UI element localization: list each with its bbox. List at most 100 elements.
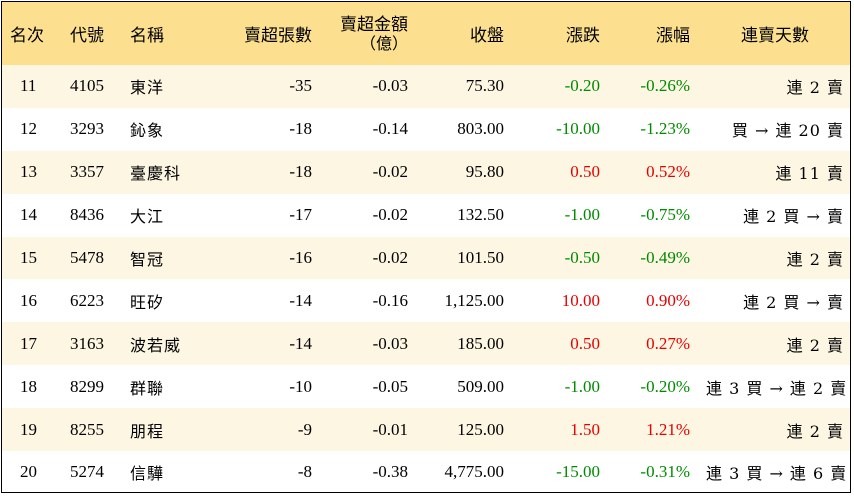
cell-net-lots: -35: [289, 76, 312, 96]
cell-code: 6223: [70, 290, 104, 310]
cell-pct: -0.26%: [640, 76, 690, 96]
cell-net-lots: -14: [289, 333, 312, 353]
cell-net-amount: -0.02: [372, 205, 408, 225]
cell-pct: -0.75%: [640, 205, 690, 225]
cell-pct: 0.90%: [646, 290, 690, 310]
table-row: 14 8436 大江 -17 -0.02 132.50 -1.00 -0.75% 連 2 買 →…: [2, 193, 850, 237]
table-body: 11 4105 東洋 -35 -0.03 75.30 -0.20 -0.26% 連 2 賣 12 3…: [2, 65, 850, 492]
cell-close: 1,125.00: [444, 290, 505, 310]
cell-name: 智冠: [130, 250, 165, 269]
cell-change: -0.20: [564, 76, 600, 96]
table-row: 11 4105 東洋 -35 -0.03 75.30 -0.20 -0.26% 連 2 賣: [2, 65, 850, 108]
cell-change: 1.50: [570, 419, 600, 439]
cell-code: 3293: [70, 119, 104, 139]
header-name: 名稱: [130, 26, 164, 46]
header-net-lots: 賣超張數: [244, 26, 312, 46]
cell-close: 803.00: [457, 119, 504, 139]
cell-rank: 20: [20, 462, 37, 482]
cell-change: 0.50: [570, 162, 600, 182]
cell-rank: 11: [20, 76, 37, 96]
cell-pct: -1.23%: [640, 119, 690, 139]
cell-name: 鈊象: [130, 121, 165, 141]
cell-rank: 17: [20, 333, 37, 353]
cell-name: 朋程: [130, 421, 165, 441]
cell-net-amount: -0.38: [372, 462, 408, 482]
cell-code: 3357: [70, 162, 104, 182]
header-net-amount-unit: （億）: [359, 33, 408, 53]
cell-pct: 1.21%: [646, 419, 690, 439]
cell-streak: 連 2 買 → 賣: [743, 207, 844, 227]
cell-streak: 連 11 賣: [775, 164, 844, 184]
cell-rank: 19: [20, 419, 37, 439]
cell-code: 8255: [70, 419, 104, 439]
table-row: 16 6223 旺矽 -14 -0.16 1,125.00 10.00 0.90% 連 2 買 …: [2, 279, 850, 323]
cell-name: 波若威: [130, 335, 182, 355]
cell-change: -1.00: [564, 205, 600, 225]
table-row: 17 3163 波若威 -14 -0.03 185.00 0.50 0.27% 連 2 賣: [2, 322, 850, 366]
cell-change: -0.50: [564, 248, 600, 267]
cell-net-amount: -0.02: [372, 248, 408, 267]
cell-rank: 15: [20, 248, 37, 267]
cell-close: 75.30: [465, 76, 504, 96]
cell-streak: 連 2 買 → 賣: [743, 292, 844, 312]
header-code: 代號: [70, 26, 104, 46]
cell-net-amount: -0.14: [372, 119, 408, 139]
cell-code: 5478: [70, 248, 104, 267]
cell-rank: 18: [20, 376, 37, 396]
cell-code: 8436: [70, 205, 104, 225]
cell-pct: -0.49%: [640, 248, 690, 267]
cell-net-amount: -0.02: [372, 162, 408, 182]
cell-name: 旺矽: [130, 292, 165, 312]
cell-close: 185.00: [457, 333, 504, 353]
cell-close: 125.00: [457, 419, 504, 439]
cell-rank: 12: [20, 119, 37, 139]
cell-code: 4105: [70, 76, 104, 96]
header-row: 名次 代號 名稱 賣超張數 賣超金額 （億） 收盤 漲跌 漲幅 連賣天數: [2, 2, 850, 65]
header-change: 漲跌: [566, 26, 600, 46]
cell-streak: 連 2 賣: [786, 335, 844, 355]
cell-net-amount: -0.05: [372, 376, 408, 396]
cell-close: 4,775.00: [444, 462, 505, 482]
cell-pct: -0.31%: [640, 462, 690, 482]
header-close: 收盤: [470, 26, 504, 46]
cell-net-lots: -16: [289, 248, 312, 267]
table-row: 13 3357 臺慶科 -18 -0.02 95.80 0.50 0.52% 連 11 賣: [2, 150, 850, 194]
cell-change: 0.50: [570, 333, 600, 353]
cell-name: 臺慶科: [130, 164, 182, 184]
cell-change: -15.00: [556, 462, 600, 482]
cell-change: 10.00: [561, 290, 600, 310]
cell-net-amount: -0.03: [372, 333, 408, 353]
cell-net-lots: -14: [289, 290, 312, 310]
table-row: 15 5478 智冠 -16 -0.02 101.50 -0.50 -0.49% 連 2 賣: [2, 236, 850, 280]
cell-name: 大江: [130, 207, 165, 227]
header-net-amount: 賣超金額 （億）: [320, 2, 416, 65]
table-row: 19 8255 朋程 -9 -0.01 125.00 1.50 1.21% 連 2 賣: [2, 408, 850, 452]
cell-pct: 0.52%: [646, 162, 690, 182]
cell-pct: 0.27%: [646, 333, 690, 353]
table-row: 12 3293 鈊象 -18 -0.14 803.00 -10.00 -1.23% 買 → 連 …: [2, 107, 850, 151]
cell-rank: 13: [20, 162, 37, 182]
cell-streak: 連 2 賣: [786, 421, 844, 441]
cell-code: 5274: [70, 462, 104, 482]
cell-rank: 16: [20, 290, 37, 310]
table-row: 18 8299 群聯 -10 -0.05 509.00 -1.00 -0.20% 連 3 買 →…: [2, 365, 850, 409]
cell-close: 132.50: [457, 205, 504, 225]
cell-close: 95.80: [465, 162, 504, 182]
table-row: 20 5274 信驊 -8 -0.38 4,775.00 -15.00 -0.31% 連 3 買…: [2, 451, 850, 492]
cell-streak: 買 → 連 20 賣: [731, 121, 844, 141]
table-header: 名次 代號 名稱 賣超張數 賣超金額 （億） 收盤 漲跌 漲幅 連賣天數: [2, 2, 850, 65]
cell-streak: 連 3 買 → 連 6 賣: [706, 464, 848, 484]
cell-net-amount: -0.01: [372, 419, 408, 439]
cell-pct: -0.20%: [640, 376, 690, 396]
cell-name: 東洋: [130, 78, 165, 98]
cell-change: -10.00: [556, 119, 600, 139]
cell-name: 群聯: [130, 378, 165, 398]
header-net-amount-title: 賣超金額: [340, 14, 408, 35]
cell-close: 101.50: [457, 248, 504, 267]
header-rank: 名次: [10, 26, 44, 46]
cell-rank: 14: [20, 205, 37, 225]
cell-streak: 連 2 賣: [786, 250, 844, 269]
cell-net-lots: -10: [289, 376, 312, 396]
header-streak: 連賣天數: [741, 26, 809, 46]
